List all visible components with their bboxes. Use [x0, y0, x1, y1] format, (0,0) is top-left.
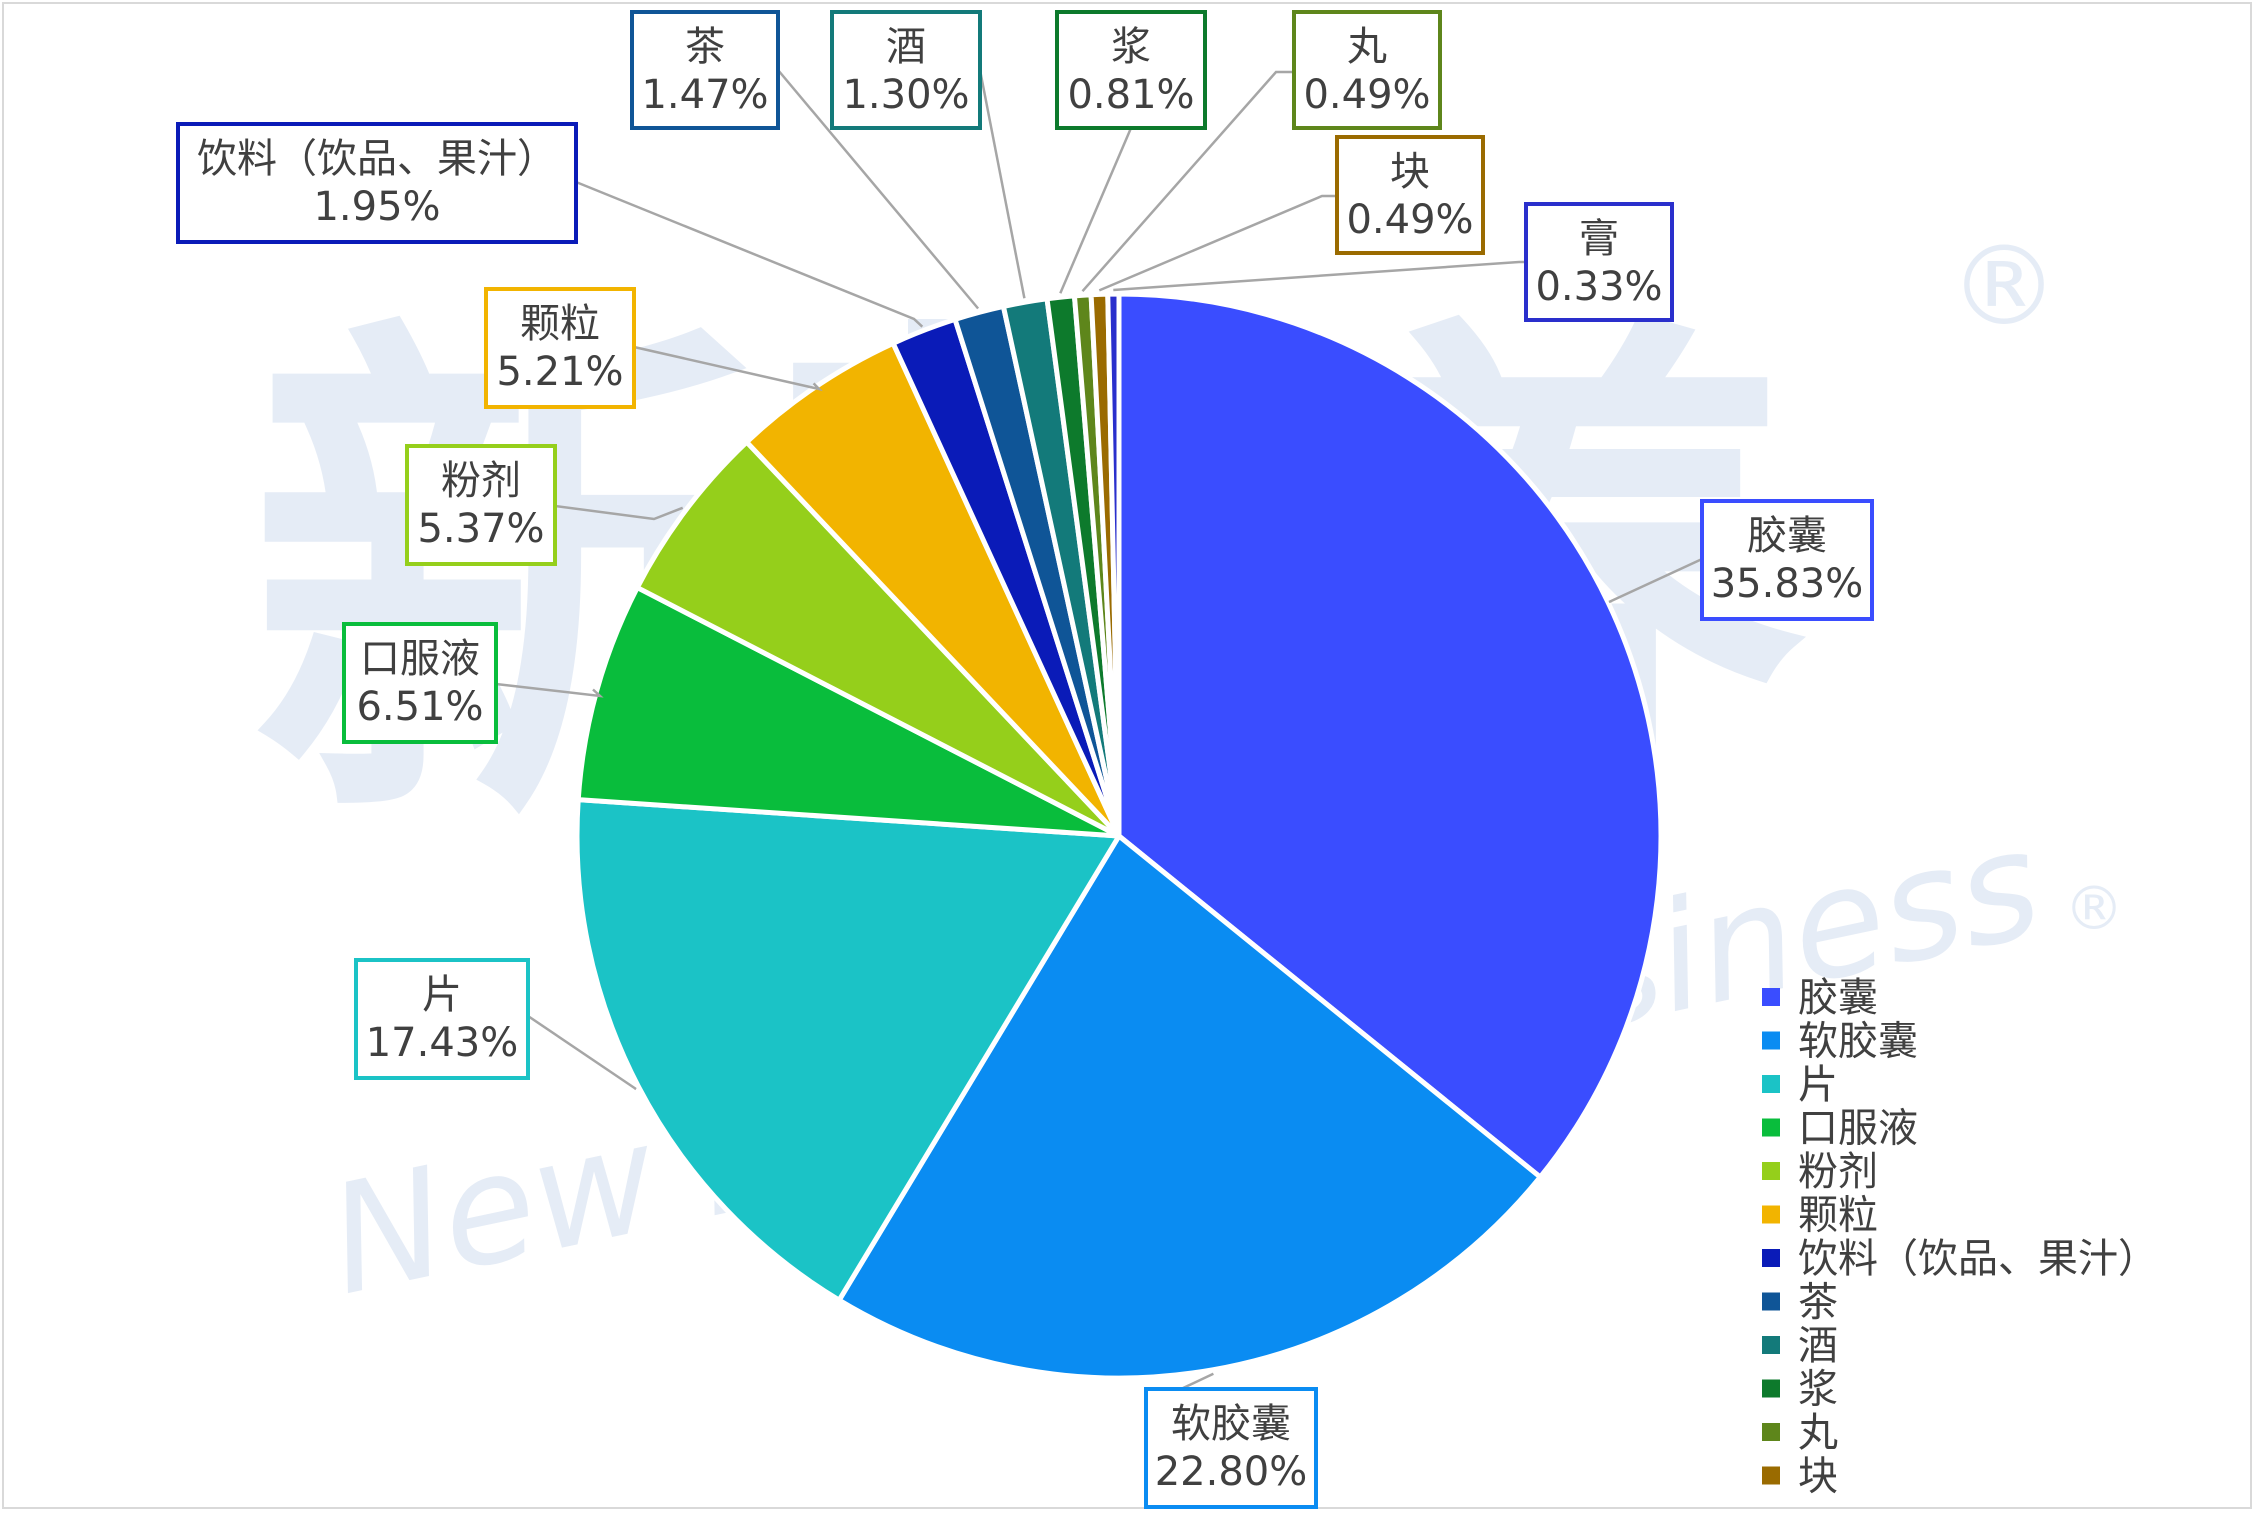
pie-slice	[575, 585, 1122, 839]
data-label-value: 1.95%	[313, 184, 440, 230]
pie-slice	[1116, 291, 1664, 1180]
leader-line	[1098, 194, 1337, 292]
leader-line	[554, 504, 684, 521]
data-labels: 胶囊35.83%软胶囊22.80%片17.43%口服液6.51%粉剂5.37%颗…	[176, 10, 1874, 1509]
data-label-category: 胶囊	[1747, 513, 1827, 559]
data-label-category: 丸	[1347, 24, 1387, 70]
data-label-box	[354, 958, 530, 1080]
legend-label: 胶囊	[1798, 975, 1878, 1021]
data-label-box	[1292, 10, 1442, 130]
leader-line	[978, 69, 1026, 299]
data-label-value: 22.80%	[1155, 1449, 1308, 1495]
data-label-box	[830, 10, 982, 130]
leader-line	[1608, 557, 1703, 604]
leader-line	[527, 1014, 637, 1091]
data-label-box	[1055, 10, 1207, 130]
data-label-category: 块	[1390, 149, 1430, 195]
data-label-category: 颗粒	[520, 301, 600, 347]
leader-line	[495, 682, 604, 698]
data-label-box	[405, 444, 557, 566]
data-label-value: 1.47%	[641, 72, 768, 118]
leader-line	[1113, 260, 1526, 292]
legend-label: 浆	[1798, 1367, 1838, 1413]
legend-label: 口服液	[1798, 1106, 1918, 1152]
data-label-category: 片	[422, 972, 462, 1018]
data-label-category: 饮料（饮品、果汁）	[197, 136, 557, 182]
data-label-value: 5.37%	[417, 506, 544, 552]
legend-label: 片	[1798, 1062, 1838, 1108]
data-label-box	[630, 10, 780, 130]
data-label-box	[1144, 1387, 1318, 1509]
legend-swatch	[1762, 1162, 1780, 1180]
data-label-value: 5.21%	[496, 349, 623, 395]
leader-line	[633, 345, 823, 392]
pie-slice	[574, 797, 1122, 1303]
leader-line	[1059, 127, 1133, 294]
legend-swatch	[1762, 1249, 1780, 1267]
legend-swatch	[1762, 1379, 1780, 1398]
data-label-value: 1.30%	[842, 72, 969, 118]
watermark-registered-mark: ®	[1949, 222, 2059, 350]
data-label-category: 酒	[886, 24, 926, 70]
data-label-box	[1524, 202, 1674, 322]
legend-label: 丸	[1798, 1410, 1838, 1456]
data-label-category: 膏	[1579, 216, 1619, 262]
pie-slices	[574, 291, 1664, 1381]
data-label-value: 6.51%	[356, 684, 483, 730]
data-label-value: 17.43%	[366, 1020, 519, 1066]
watermark-registered-mark-small: ®	[2064, 874, 2124, 944]
data-label-box	[342, 622, 498, 744]
legend-swatch	[1762, 1205, 1780, 1224]
data-label-value: 0.33%	[1535, 264, 1662, 310]
pie-chart: 新营养 New Nutrition Business ® ® 胶囊35.83%软…	[176, 10, 2158, 1509]
data-label-value: 0.81%	[1067, 72, 1194, 118]
data-label-category: 粉剂	[441, 458, 521, 504]
data-label-box	[1700, 499, 1874, 621]
pie-slice	[836, 833, 1543, 1381]
leader-line	[777, 69, 980, 310]
data-label-value: 35.83%	[1711, 561, 1864, 607]
pie-slice	[1105, 291, 1122, 839]
legend-label: 粉剂	[1798, 1149, 1878, 1195]
data-label-category: 口服液	[360, 636, 480, 682]
data-label-category: 软胶囊	[1171, 1401, 1291, 1447]
legend-label: 茶	[1798, 1280, 1838, 1326]
legend-swatch	[1762, 1075, 1780, 1093]
legend-swatch	[1762, 1031, 1780, 1050]
data-label-category: 浆	[1111, 24, 1151, 70]
leader-line	[575, 180, 924, 328]
data-label-box	[1335, 135, 1485, 255]
legend-swatch	[1762, 1423, 1780, 1441]
data-label-category: 茶	[685, 24, 725, 70]
legend-label: 酒	[1798, 1323, 1838, 1369]
leader-line	[1081, 70, 1294, 293]
data-label-box	[176, 122, 578, 244]
legend-swatch	[1762, 1466, 1780, 1485]
legend-swatch	[1762, 1336, 1780, 1354]
legend-label: 块	[1798, 1454, 1838, 1500]
legend-swatch	[1762, 988, 1780, 1006]
data-label-value: 0.49%	[1303, 72, 1430, 118]
data-label-value: 0.49%	[1346, 197, 1473, 243]
legend-label: 饮料（饮品、果汁）	[1798, 1236, 2158, 1282]
legend-swatch	[1762, 1118, 1780, 1137]
legend-swatch	[1762, 1292, 1780, 1311]
pie-slice	[634, 439, 1122, 839]
legend-label: 颗粒	[1798, 1193, 1878, 1239]
data-label-box	[484, 287, 636, 409]
legend-label: 软胶囊	[1798, 1019, 1918, 1065]
